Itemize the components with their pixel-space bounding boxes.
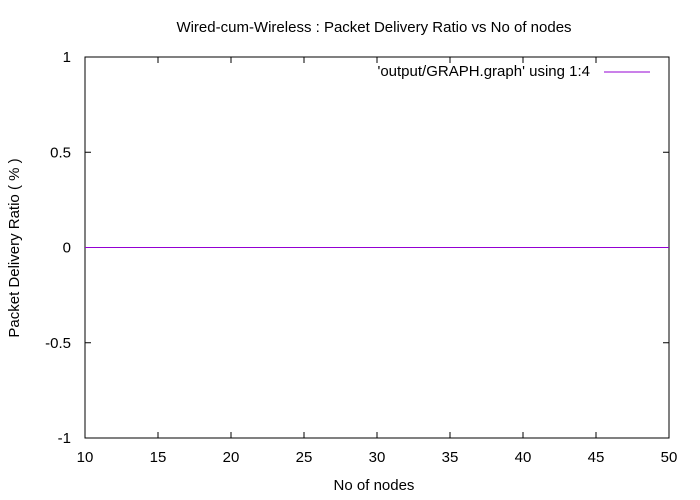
x-tick-label: 35 (442, 449, 459, 466)
y-tick-label: 0 (63, 240, 71, 257)
x-tick-label: 20 (223, 449, 240, 466)
y-tick-label: -0.5 (45, 335, 71, 352)
x-tick-label: 30 (369, 449, 386, 466)
x-tick-label: 25 (296, 449, 313, 466)
x-tick-label: 45 (588, 449, 605, 466)
x-tick-label: 50 (661, 449, 678, 466)
y-tick-label: 0.5 (50, 144, 71, 161)
y-axis-ticks: -1 -0.5 0 0.5 1 (45, 49, 669, 447)
x-tick-label: 40 (515, 449, 532, 466)
y-tick-label: 1 (63, 49, 71, 66)
legend-label: 'output/GRAPH.graph' using 1:4 (377, 63, 590, 80)
x-axis-label: No of nodes (334, 477, 415, 494)
x-tick-label: 15 (150, 449, 167, 466)
y-axis-label: Packet Delivery Ratio ( % ) (6, 158, 23, 337)
chart-title: Wired-cum-Wireless : Packet Delivery Rat… (176, 19, 571, 36)
y-tick-label: -1 (58, 430, 71, 447)
x-tick-label: 10 (77, 449, 94, 466)
x-axis-ticks: 10 15 20 25 30 35 40 45 50 (77, 57, 678, 466)
legend: 'output/GRAPH.graph' using 1:4 (377, 63, 650, 80)
